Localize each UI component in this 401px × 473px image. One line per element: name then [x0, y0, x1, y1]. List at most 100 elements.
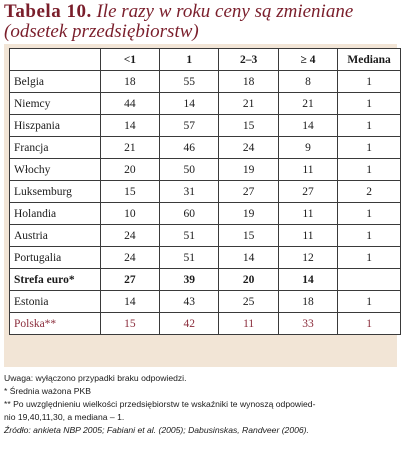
table-cell: 31: [159, 180, 220, 203]
table-cell: 43: [159, 290, 220, 313]
table-row: Polska** 15 42 11 33 1: [9, 312, 401, 335]
table-cell: 24: [99, 224, 161, 247]
table-cell: 14: [159, 92, 220, 115]
table-cell: 27: [218, 180, 279, 203]
table-row: Belgia 18 55 18 8 1: [9, 70, 401, 93]
table-body: Belgia 18 55 18 8 1 Niemcy 44 14 21 21 1 Hiszpania 14…: [9, 70, 401, 335]
row-label: Austria: [9, 224, 101, 247]
table-cell: 11: [277, 202, 339, 225]
header-mediana: Mediana: [337, 48, 401, 71]
table-cell: 46: [159, 136, 220, 159]
table-cell: 9: [277, 136, 339, 159]
table-cell: 51: [159, 224, 220, 247]
table-cell: 18: [277, 290, 339, 313]
table-cell: 60: [159, 202, 220, 225]
note-line-1: Uwaga: wyłączono przypadki braku odpowie…: [4, 373, 187, 383]
table-cell: 18: [218, 70, 279, 93]
table-cell: 42: [159, 312, 220, 335]
table-cell: 1: [337, 202, 401, 225]
table-cell: 24: [218, 136, 279, 159]
table-cell: [337, 268, 401, 291]
source-note: Źródło: ankieta NBP 2005; Fabiani et al.…: [4, 425, 309, 435]
table-cell: 1: [337, 312, 401, 335]
row-label: Estonia: [9, 290, 101, 313]
table-row: Niemcy 44 14 21 21 1: [9, 92, 401, 115]
table-cell: 39: [159, 268, 220, 291]
table-row: Strefa euro* 27 39 20 14: [9, 268, 401, 291]
table-cell: 1: [337, 70, 401, 93]
table-row: Portugalia 24 51 14 12 1: [9, 246, 401, 269]
price-change-table: <1 1 2–3 ≥ 4 Mediana Belgia 18 55 18 8 1 Niemc…: [9, 48, 401, 335]
table-cell: 15: [99, 180, 161, 203]
table-cell: 51: [159, 246, 220, 269]
header-ge4: ≥ 4: [277, 48, 339, 71]
table-title: Tabela 10. Ile razy w roku ceny są zmien…: [4, 2, 398, 42]
table-cell: 21: [99, 136, 161, 159]
table-cell: 27: [277, 180, 339, 203]
table-cell: 33: [277, 312, 339, 335]
table-cell: 50: [159, 158, 220, 181]
row-label: Włochy: [9, 158, 101, 181]
header-2-3: 2–3: [218, 48, 279, 71]
table-row: Hiszpania 14 57 15 14 1: [9, 114, 401, 137]
row-label: Strefa euro*: [9, 268, 101, 291]
table-row: Luksemburg 15 31 27 27 2: [9, 180, 401, 203]
table-cell: 8: [277, 70, 339, 93]
table-cell: 15: [218, 114, 279, 137]
table-cell: 18: [99, 70, 161, 93]
table-cell: 10: [99, 202, 161, 225]
row-label: Hiszpania: [9, 114, 101, 137]
header-corner: [9, 48, 101, 71]
note-line-4: nio 19,40,11,30, a mediana – 1.: [4, 412, 125, 422]
row-label: Francja: [9, 136, 101, 159]
table-cell: 14: [218, 246, 279, 269]
table-title-text: Ile razy w roku ceny są zmieniane (odset…: [4, 1, 354, 42]
table-cell: 20: [99, 158, 161, 181]
row-label: Niemcy: [9, 92, 101, 115]
table-cell: 1: [337, 136, 401, 159]
table-cell: 1: [337, 114, 401, 137]
table-row: Austria 24 51 15 11 1: [9, 224, 401, 247]
table-cell: 15: [218, 224, 279, 247]
table-cell: 1: [337, 224, 401, 247]
table-title-label: Tabela 10.: [4, 1, 92, 22]
table-cell: 1: [337, 246, 401, 269]
table-cell: 11: [277, 158, 339, 181]
table-cell: 2: [337, 180, 401, 203]
table-cell: 21: [277, 92, 339, 115]
row-label: Polska**: [9, 312, 101, 335]
row-label: Holandia: [9, 202, 101, 225]
note-line-2: * Średnia ważona PKB: [4, 386, 91, 396]
table-notes: Uwaga: wyłączono przypadki braku odpowie…: [4, 372, 398, 437]
table-cell: 55: [159, 70, 220, 93]
table-cell: 14: [99, 290, 161, 313]
table-cell: 27: [99, 268, 161, 291]
table-row: Włochy 20 50 19 11 1: [9, 158, 401, 181]
table-cell: 11: [218, 312, 279, 335]
table-cell: 44: [99, 92, 161, 115]
table-cell: 14: [99, 114, 161, 137]
table-cell: 25: [218, 290, 279, 313]
table-cell: 20: [218, 268, 279, 291]
table-row: Holandia 10 60 19 11 1: [9, 202, 401, 225]
table-cell: 12: [277, 246, 339, 269]
table-header-row: <1 1 2–3 ≥ 4 Mediana: [9, 48, 401, 71]
table-cell: 15: [99, 312, 161, 335]
header-1: 1: [159, 48, 220, 71]
table-cell: 19: [218, 202, 279, 225]
row-label: Belgia: [9, 70, 101, 93]
table-cell: 1: [337, 158, 401, 181]
table-cell: 24: [99, 246, 161, 269]
note-line-3: ** Po uwzględnieniu wielkości przedsiębi…: [4, 399, 316, 409]
table-row: Francja 21 46 24 9 1: [9, 136, 401, 159]
table-cell: 14: [277, 268, 339, 291]
table-cell: 11: [277, 224, 339, 247]
table-cell: 14: [277, 114, 339, 137]
table-cell: 1: [337, 92, 401, 115]
table-row: Estonia 14 43 25 18 1: [9, 290, 401, 313]
row-label: Luksemburg: [9, 180, 101, 203]
table-cell: 57: [159, 114, 220, 137]
table-cell: 19: [218, 158, 279, 181]
table-cell: 1: [337, 290, 401, 313]
